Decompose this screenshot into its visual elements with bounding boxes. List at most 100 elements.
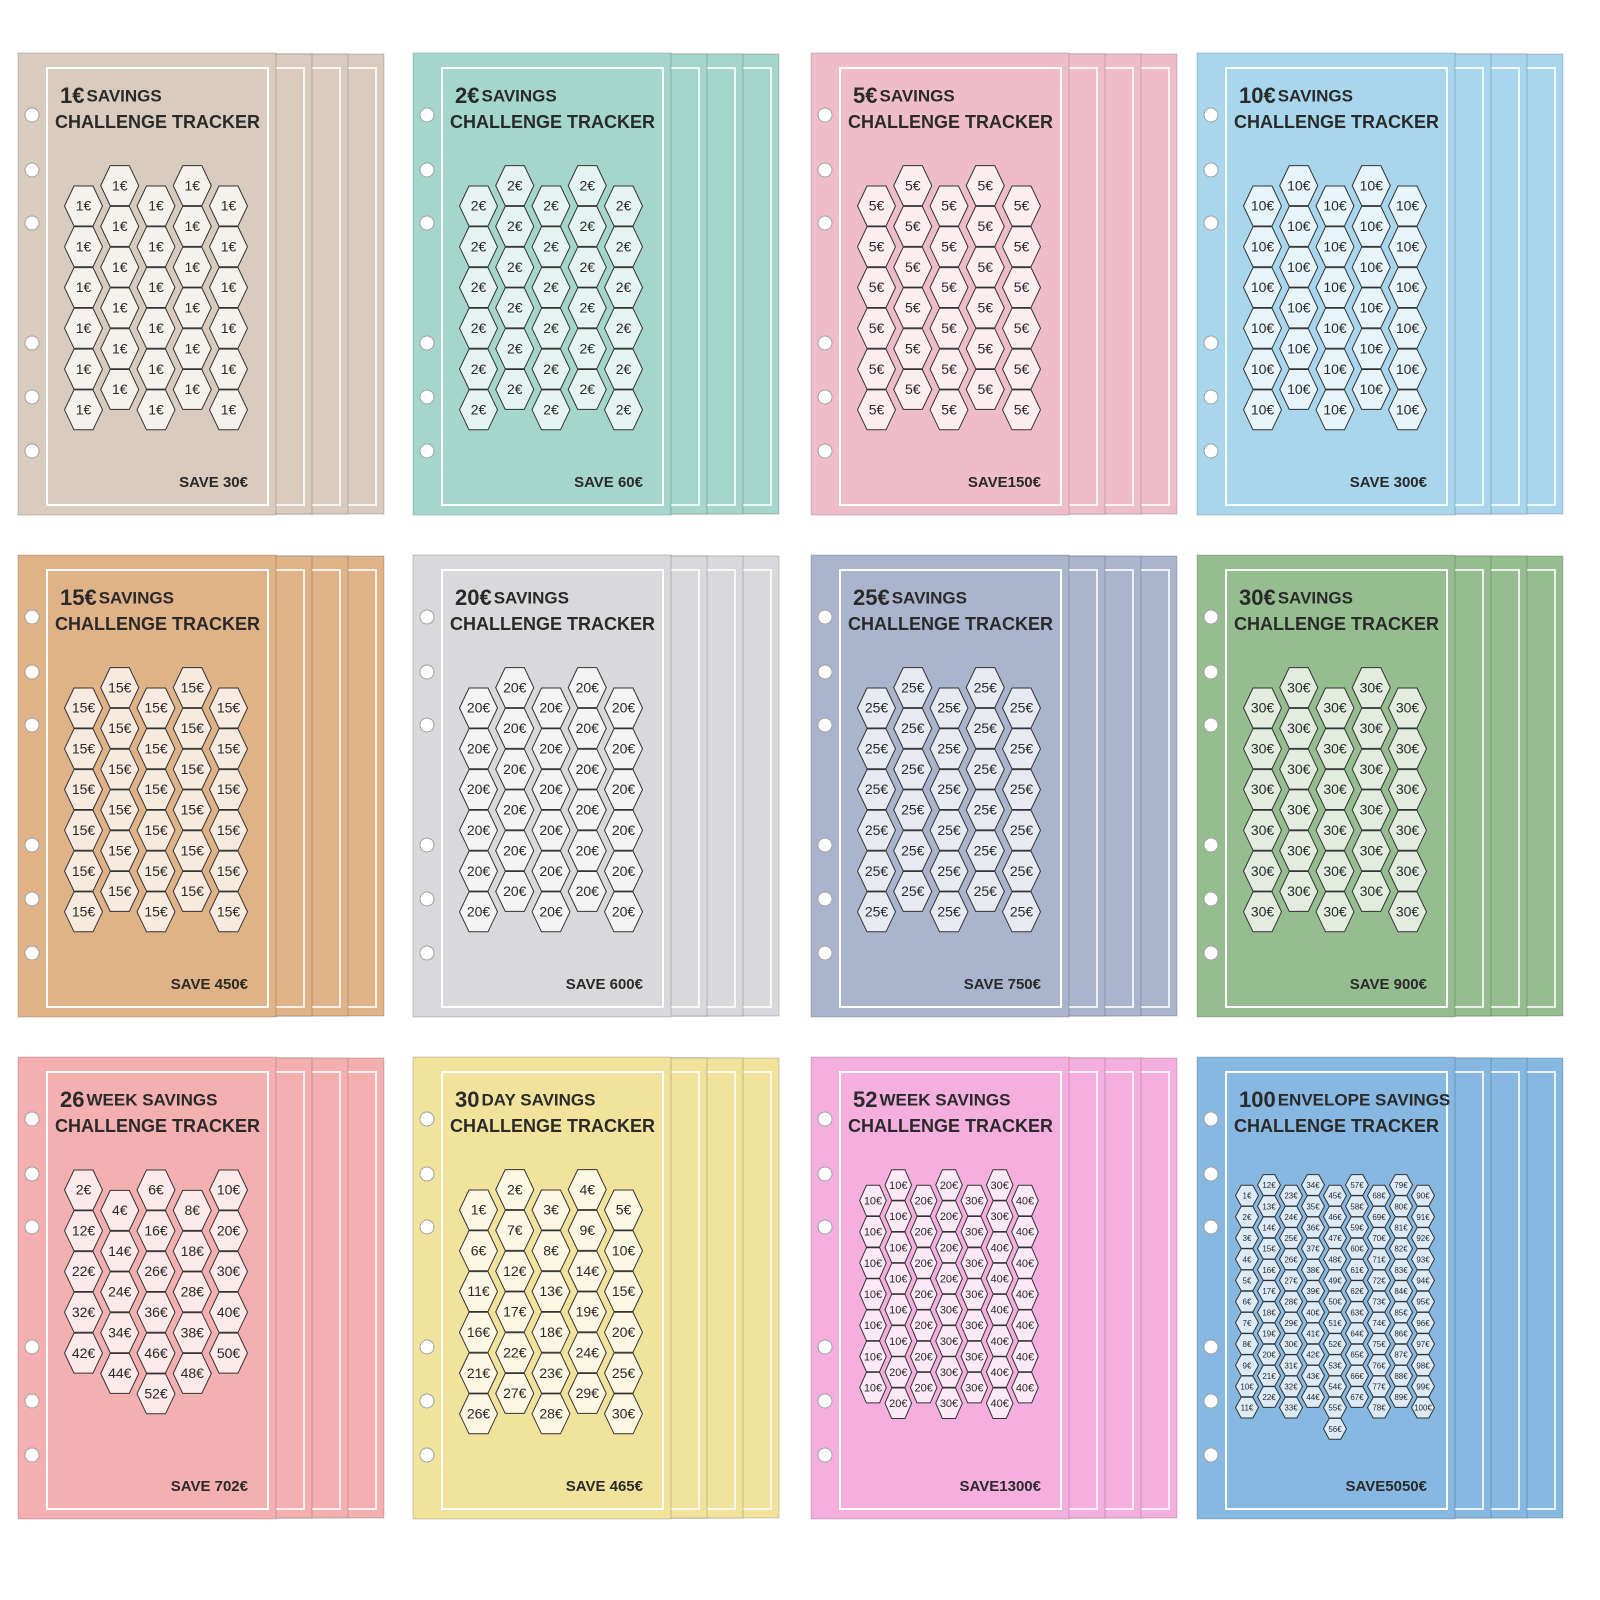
hex-cell bbox=[1387, 769, 1428, 810]
hex-label: 30€ bbox=[1360, 802, 1384, 818]
hex-cell bbox=[965, 246, 1005, 288]
inner-frame bbox=[839, 67, 1062, 506]
hex-cell bbox=[208, 185, 249, 227]
hex-label: 92€ bbox=[1416, 1234, 1430, 1243]
punch-hole bbox=[817, 1339, 833, 1355]
hex-cell bbox=[100, 287, 140, 329]
hex-label: 5€ bbox=[941, 320, 957, 336]
hex-label: 15€ bbox=[108, 802, 132, 818]
hex-label: 2€ bbox=[616, 238, 632, 254]
hex-cell bbox=[1242, 267, 1283, 308]
hex-cell bbox=[458, 348, 499, 390]
hex-cell bbox=[567, 667, 607, 709]
hex-label: 40€ bbox=[990, 1305, 1008, 1317]
hex-cell bbox=[1387, 226, 1428, 268]
inner-frame bbox=[441, 1071, 664, 1510]
hex-cell bbox=[172, 328, 212, 370]
hex-label: 2€ bbox=[471, 238, 487, 254]
hex-label: 83€ bbox=[1394, 1266, 1408, 1275]
hex-label: 15€ bbox=[144, 781, 168, 797]
hex-label: 30€ bbox=[1323, 740, 1347, 756]
hex-label: 97€ bbox=[1416, 1340, 1430, 1349]
hex-label: 30€ bbox=[217, 1263, 241, 1279]
hex-label: 43€ bbox=[1306, 1372, 1320, 1381]
hex-label: 10€ bbox=[864, 1289, 882, 1301]
hex-label: 19€ bbox=[1262, 1330, 1276, 1339]
save-total: SAVE 300€ bbox=[1350, 474, 1428, 491]
inner-frame bbox=[1225, 1071, 1448, 1510]
hex-label: 72€ bbox=[1372, 1277, 1386, 1286]
hex-label: 30€ bbox=[1360, 679, 1384, 695]
hex-label: 5€ bbox=[941, 238, 957, 254]
hex-cell bbox=[1351, 165, 1391, 207]
hex-label: 25€ bbox=[937, 700, 961, 716]
hex-label: 67€ bbox=[1350, 1393, 1364, 1402]
hex-cell bbox=[935, 1356, 963, 1388]
hex-label: 40€ bbox=[990, 1367, 1008, 1379]
title-text: SAVINGS bbox=[1278, 588, 1353, 607]
hex-label: 48€ bbox=[1328, 1255, 1342, 1264]
punch-hole bbox=[24, 162, 40, 178]
punch-hole bbox=[24, 717, 40, 733]
hex-label: 20€ bbox=[467, 781, 491, 797]
punch-hole bbox=[419, 107, 435, 123]
hex-cell bbox=[495, 369, 535, 410]
hex-cell bbox=[1001, 267, 1042, 308]
punch-hole bbox=[24, 1219, 40, 1235]
hex-cell bbox=[495, 1373, 535, 1414]
hex-label: 38€ bbox=[1306, 1266, 1320, 1275]
hex-label: 50€ bbox=[217, 1345, 241, 1361]
save-total: SAVE 750€ bbox=[964, 976, 1042, 993]
hex-label: 30€ bbox=[1287, 802, 1311, 818]
hex-label: 24€ bbox=[108, 1284, 132, 1300]
hex-cell bbox=[458, 891, 499, 933]
hex-cell bbox=[495, 748, 535, 790]
hex-cell bbox=[856, 769, 897, 810]
hex-label: 54€ bbox=[1328, 1383, 1342, 1392]
hex-cell bbox=[603, 728, 644, 770]
hex-label: 10€ bbox=[1360, 300, 1384, 316]
save-total: SAVE 30€ bbox=[179, 474, 249, 491]
hex-label: 2€ bbox=[507, 259, 523, 275]
punch-hole bbox=[817, 162, 833, 178]
hex-label: 42€ bbox=[1306, 1351, 1320, 1360]
subtitle: CHALLENGE TRACKER bbox=[450, 1116, 655, 1136]
hex-label: 25€ bbox=[974, 842, 998, 858]
hex-cell bbox=[1279, 667, 1319, 709]
hex-label: 2€ bbox=[579, 381, 595, 397]
hex-label: 32€ bbox=[72, 1304, 96, 1320]
hex-label: 15€ bbox=[72, 781, 96, 797]
hex-label: 25€ bbox=[865, 863, 889, 879]
hex-cell bbox=[893, 830, 933, 872]
tracker-card: 1€ SAVINGS CHALLENGE TRACKER SAVE 30€ 1€ 1€ 1€… bbox=[17, 52, 385, 516]
hex-label: 10€ bbox=[1396, 402, 1420, 418]
hex-cell bbox=[929, 687, 969, 729]
hex-cell bbox=[856, 891, 897, 933]
hex-cell bbox=[531, 267, 571, 308]
punch-hole bbox=[817, 107, 833, 123]
hex-cell bbox=[208, 226, 249, 268]
hex-label: 20€ bbox=[1262, 1351, 1276, 1360]
hex-cell bbox=[1001, 728, 1042, 770]
hex-cell bbox=[531, 687, 571, 729]
hex-label: 40€ bbox=[990, 1242, 1008, 1254]
hex-cell bbox=[1351, 328, 1391, 370]
hex-cell bbox=[935, 1169, 963, 1201]
hex-label: 10€ bbox=[1360, 177, 1384, 193]
hex-label: 77€ bbox=[1372, 1383, 1386, 1392]
save-total: SAVE 600€ bbox=[566, 976, 644, 993]
hex-label: 10€ bbox=[1396, 361, 1420, 377]
hex-label: 1€ bbox=[112, 177, 128, 193]
hex-label: 10€ bbox=[1287, 381, 1311, 397]
hex-cell bbox=[136, 226, 176, 268]
hex-cell bbox=[1315, 769, 1355, 810]
hex-label: 20€ bbox=[612, 1324, 636, 1340]
hex-label: 5€ bbox=[977, 381, 993, 397]
punch-hole bbox=[24, 891, 40, 907]
punch-hole bbox=[419, 162, 435, 178]
hex-cell bbox=[495, 789, 535, 831]
hex-label: 33€ bbox=[1284, 1404, 1298, 1413]
